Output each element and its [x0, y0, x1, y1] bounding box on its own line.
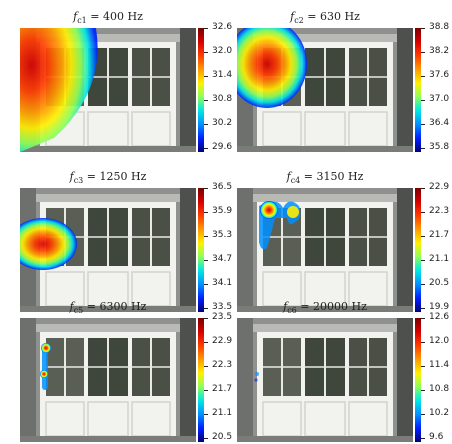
- panel-title-subscript: c3: [73, 176, 84, 186]
- door-photo-with-overlay: [20, 188, 196, 312]
- colorbar-tick-label: 19.9: [429, 302, 450, 312]
- colorbar-tick-label: 37.0: [429, 94, 450, 104]
- heatmap-panel: fc3 = 1250 Hz: [20, 170, 240, 314]
- sound-source-heatmap: [237, 28, 307, 108]
- colorbar-tick-label: 23.5: [212, 312, 233, 322]
- colorbar-tick-label: 33.5: [212, 302, 233, 312]
- panel-title-subscript: c2: [294, 16, 304, 26]
- panel-title: fc2 = 630 Hz: [290, 10, 360, 26]
- colorbar-tick-label: 38.8: [429, 22, 450, 32]
- panel-title: fc5 = 6300 Hz: [69, 300, 147, 316]
- heatmap-panel: fc2 = 630 Hz: [237, 10, 452, 154]
- panel-title: fc4 = 3150 Hz: [286, 170, 364, 186]
- colorbar-tick-label: 36.5: [212, 182, 233, 192]
- colorbar-tick-label: 35.3: [212, 230, 233, 240]
- door-photo-with-overlay: [20, 318, 196, 442]
- panel-frequency: 3150 Hz: [316, 170, 364, 183]
- door-photo: [20, 318, 196, 442]
- heatmap-panel: fc4 = 3150 Hz: [237, 170, 452, 314]
- panel-frequency: 400 Hz: [102, 10, 143, 23]
- colorbar-tick-label: 32.6: [212, 22, 233, 32]
- door-photo-with-overlay: [237, 318, 413, 442]
- colorbar-tick-label: 30.2: [212, 118, 233, 128]
- colorbar: [415, 28, 421, 152]
- colorbar-tick-label: 9.6: [429, 432, 444, 442]
- colorbar-tick-label: 37.6: [429, 70, 450, 80]
- heatmap-panel: fc6 = 20000 Hz 12.6 12.0: [237, 300, 452, 444]
- heatmap-panel: fc5 = 6300 Hz: [20, 300, 240, 444]
- colorbar-tick-label: 21.7: [212, 384, 233, 394]
- sound-source-heatmap: [254, 372, 259, 382]
- sound-source-heatmap: [20, 28, 98, 152]
- colorbar-tick-label: 34.7: [212, 254, 233, 264]
- panel-frequency: 630 Hz: [319, 10, 360, 23]
- colorbar: [198, 188, 204, 312]
- colorbar-tick-label: 34.1: [212, 278, 233, 288]
- colorbar-tick-label: 22.3: [429, 206, 450, 216]
- colorbar-tick-label: 30.8: [212, 94, 233, 104]
- panel-title: fc6 = 20000 Hz: [283, 300, 367, 316]
- panel-title-subscript: c5: [73, 306, 84, 316]
- colorbar-tick-label: 20.5: [212, 432, 233, 442]
- panel-title-subscript: c1: [77, 16, 87, 26]
- colorbar-tick-label: 10.8: [429, 384, 450, 394]
- colorbar-tick-label: 22.3: [212, 360, 233, 370]
- door-photo-with-overlay: [237, 188, 413, 312]
- colorbar-tick-label: 32.0: [212, 46, 233, 56]
- colorbar-tick-label: 12.0: [429, 336, 450, 346]
- colorbar-tick-label: 21.1: [212, 408, 233, 418]
- panel-frequency: 1250 Hz: [99, 170, 147, 183]
- colorbar-tick-label: 10.2: [429, 408, 450, 418]
- panel-title-subscript: c4: [290, 176, 301, 186]
- colorbar-tick-label: 12.6: [429, 312, 450, 322]
- panel-title-subscript: c6: [287, 306, 297, 316]
- panel-frequency: 6300 Hz: [99, 300, 147, 313]
- colorbar-tick-label: 29.6: [212, 142, 233, 152]
- colorbar-tick-label: 31.4: [212, 70, 233, 80]
- colorbar: [198, 318, 204, 442]
- colorbar-tick-label: 20.5: [429, 278, 450, 288]
- sound-source-heatmap: [40, 343, 51, 390]
- colorbar-tick-label: 11.4: [429, 360, 450, 370]
- sound-source-heatmap: [20, 218, 77, 270]
- colorbar: [198, 28, 204, 152]
- colorbar-tick-label: 35.9: [212, 206, 233, 216]
- panel-frequency: 20000 Hz: [312, 300, 367, 313]
- colorbar-tick-label: 21.1: [429, 254, 450, 264]
- panel-title: fc1 = 400 Hz: [73, 10, 143, 26]
- colorbar-tick-label: 36.4: [429, 118, 450, 128]
- door-photo: [237, 318, 413, 442]
- colorbar: [415, 318, 421, 442]
- sound-source-heatmap: [259, 201, 301, 250]
- panel-title: fc3 = 1250 Hz: [69, 170, 147, 186]
- colorbar: [415, 188, 421, 312]
- colorbar-tick-label: 22.9: [212, 336, 233, 346]
- colorbar-tick-label: 35.8: [429, 142, 450, 152]
- colorbar-tick-label: 22.9: [429, 182, 450, 192]
- colorbar-tick-label: 38.2: [429, 46, 450, 56]
- heatmap-panel: fc1 = 400 Hz: [20, 10, 240, 154]
- colorbar-tick-label: 21.7: [429, 230, 450, 240]
- door-photo-with-overlay: [20, 28, 196, 152]
- door-photo-with-overlay: [237, 28, 413, 152]
